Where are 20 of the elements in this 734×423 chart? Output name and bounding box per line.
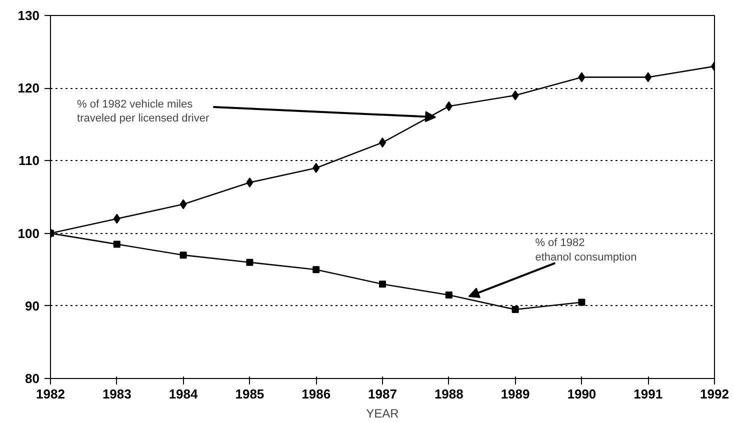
x-tick-label: 1992 [700,386,729,402]
y-tick-label: 90 [25,298,40,314]
x-tick-label: 1986 [302,386,331,402]
y-tick-label: 120 [18,80,40,96]
y-tick-label: 130 [18,8,40,23]
x-tick-label: 1983 [102,386,132,402]
y-tick-label: 80 [25,371,40,386]
x-tick-label: 1989 [500,386,530,402]
x-tick-label: 1990 [567,386,596,402]
x-tick-label: 1991 [634,386,663,402]
x-tick-label: 1988 [434,386,464,402]
x-tick-label: 1984 [168,386,199,402]
annotation: % of 1982 ethanol consumption [535,236,637,264]
x-tick-label: 1985 [235,386,264,402]
annotation: % of 1982 vehicle miles traveled per licensed driver [77,98,210,125]
y-tick-label: 110 [18,153,40,168]
x-tick-label: 1982 [36,386,65,402]
x-axis-title: YEAR [366,406,400,420]
x-tick-label: 1987 [368,386,397,402]
y-tick-label: 100 [18,226,40,241]
